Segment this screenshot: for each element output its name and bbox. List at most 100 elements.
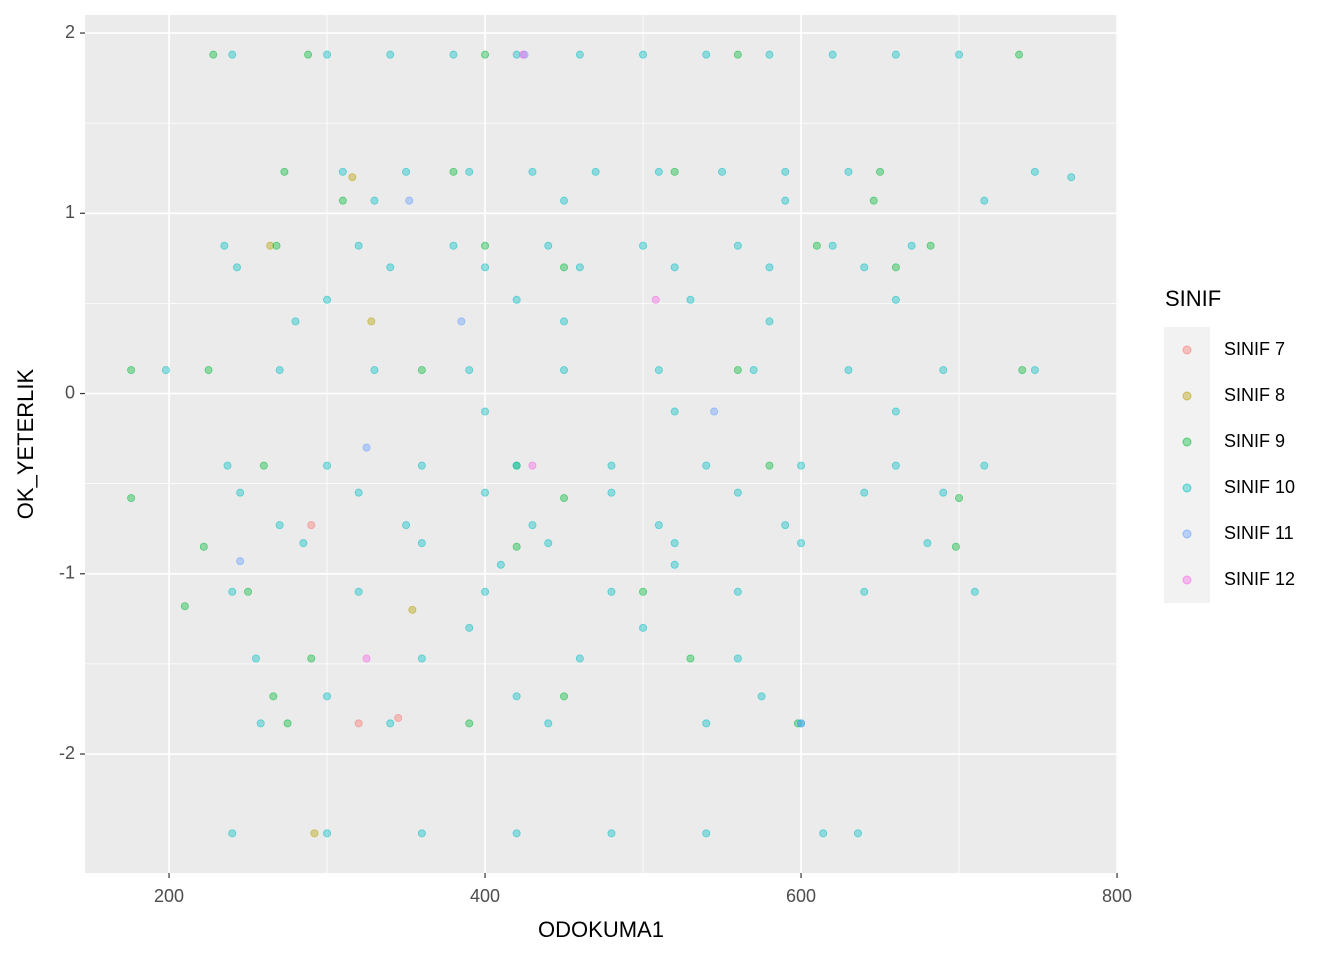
panel xyxy=(85,15,1118,873)
point xyxy=(299,539,308,548)
point xyxy=(702,829,711,838)
point xyxy=(338,196,347,205)
x-tick-label: 400 xyxy=(470,886,500,906)
point xyxy=(654,167,663,176)
point xyxy=(970,587,979,596)
point xyxy=(591,167,600,176)
point xyxy=(496,560,505,569)
point xyxy=(797,719,806,728)
point xyxy=(386,719,395,728)
point xyxy=(860,263,869,272)
point xyxy=(702,461,711,470)
y-tick-label: 2 xyxy=(65,22,75,42)
x-tick-label: 200 xyxy=(154,886,184,906)
point xyxy=(607,488,616,497)
point xyxy=(891,263,900,272)
point xyxy=(304,50,313,59)
point xyxy=(765,50,774,59)
point xyxy=(702,50,711,59)
point xyxy=(544,539,553,548)
point xyxy=(204,366,213,375)
point xyxy=(512,542,521,551)
point xyxy=(1015,50,1024,59)
point xyxy=(127,366,136,375)
point xyxy=(639,50,648,59)
point xyxy=(733,654,742,663)
point xyxy=(354,488,363,497)
point xyxy=(860,488,869,497)
point xyxy=(362,654,371,663)
legend-label: SINIF 8 xyxy=(1224,385,1285,405)
point xyxy=(244,587,253,596)
point xyxy=(402,167,411,176)
point xyxy=(275,521,284,530)
point xyxy=(291,317,300,326)
point xyxy=(449,50,458,59)
point xyxy=(639,241,648,250)
point xyxy=(869,196,878,205)
legend-key xyxy=(1182,483,1192,493)
point xyxy=(876,167,885,176)
point xyxy=(951,542,960,551)
point xyxy=(1030,167,1039,176)
point xyxy=(220,241,229,250)
x-tick-label: 800 xyxy=(1102,886,1132,906)
point xyxy=(127,494,136,503)
point xyxy=(891,461,900,470)
legend-key xyxy=(1182,345,1192,355)
point xyxy=(781,521,790,530)
point xyxy=(481,587,490,596)
point xyxy=(733,366,742,375)
point xyxy=(891,50,900,59)
point xyxy=(639,587,648,596)
point xyxy=(307,654,316,663)
point xyxy=(765,461,774,470)
point xyxy=(560,263,569,272)
point xyxy=(702,719,711,728)
point xyxy=(844,167,853,176)
x-tick-label: 600 xyxy=(786,886,816,906)
legend-label: SINIF 10 xyxy=(1224,477,1295,497)
point xyxy=(512,461,521,470)
legend-label: SINIF 9 xyxy=(1224,431,1285,451)
point xyxy=(980,461,989,470)
y-tick-label: -2 xyxy=(59,743,75,763)
point xyxy=(765,263,774,272)
point xyxy=(654,521,663,530)
point xyxy=(528,167,537,176)
legend-key xyxy=(1182,391,1192,401)
point xyxy=(323,692,332,701)
point xyxy=(757,692,766,701)
legend-label: SINIF 11 xyxy=(1224,523,1294,543)
point xyxy=(417,539,426,548)
point xyxy=(560,692,569,701)
legend-key xyxy=(1182,437,1192,447)
point xyxy=(891,295,900,304)
point xyxy=(980,196,989,205)
point xyxy=(465,623,474,632)
point xyxy=(481,488,490,497)
point xyxy=(923,539,932,548)
point xyxy=(367,317,376,326)
point xyxy=(232,263,241,272)
point xyxy=(670,539,679,548)
legend-key xyxy=(1182,529,1192,539)
legend-label: SINIF 12 xyxy=(1224,569,1295,589)
point xyxy=(670,407,679,416)
point xyxy=(797,539,806,548)
point xyxy=(236,557,245,566)
point xyxy=(354,719,363,728)
point xyxy=(749,366,758,375)
point xyxy=(733,587,742,596)
point xyxy=(272,241,281,250)
point xyxy=(828,50,837,59)
point xyxy=(512,295,521,304)
point xyxy=(607,829,616,838)
point xyxy=(236,488,245,497)
point xyxy=(907,241,916,250)
point xyxy=(228,829,237,838)
point xyxy=(386,263,395,272)
point xyxy=(575,50,584,59)
legend-title: SINIF xyxy=(1165,286,1221,311)
point xyxy=(654,366,663,375)
